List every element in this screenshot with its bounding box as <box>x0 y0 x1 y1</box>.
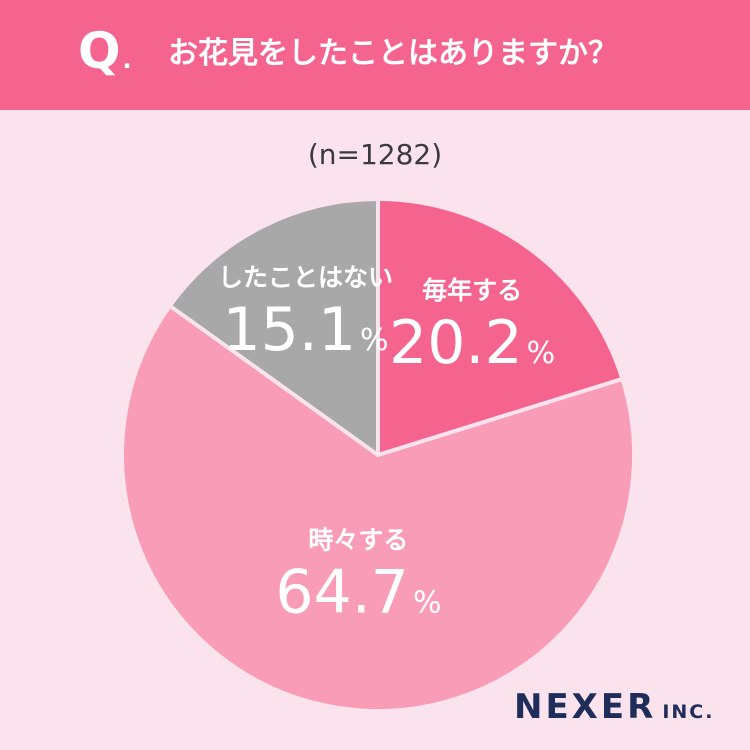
slice-value-unit: % <box>413 585 442 620</box>
slice-value-unit: % <box>527 336 556 371</box>
logo-suffix: INC. <box>662 701 715 723</box>
pie-slice-sometimes <box>120 303 636 713</box>
question-header: Q. お花見をしたことはありますか？ <box>0 0 750 110</box>
slice-value-never: 15.1% <box>222 295 388 365</box>
q-letter: Q <box>78 22 121 80</box>
slice-value-number: 20.2 <box>389 308 523 378</box>
slice-value-number: 64.7 <box>275 557 409 627</box>
pie-slice-never <box>167 197 380 457</box>
question-text: お花見をしたことはありますか？ <box>168 36 618 71</box>
slice-value-every-year: 20.2% <box>389 308 555 378</box>
pie-labels: 毎年する 20.2 % 時々する 64.7 % したことはない 15.1% <box>218 263 555 628</box>
slice-value-unit: % <box>360 323 389 358</box>
pie-slice-every-year <box>376 197 625 457</box>
q-dot: . <box>122 46 132 74</box>
slice-label-every-year: 毎年する <box>422 276 522 305</box>
pie-slices <box>120 197 636 713</box>
slice-label-never: したことはない <box>218 263 393 292</box>
company-logo: NEXER INC. <box>514 690 714 724</box>
slice-value-number: 15.1 <box>222 295 356 365</box>
sample-size: (n=1282) <box>307 138 443 171</box>
logo-name: NEXER <box>514 687 657 727</box>
slice-value-sometimes: 64.7% <box>275 557 441 627</box>
slice-label-sometimes: 時々する <box>308 525 408 554</box>
q-mark: Q. <box>78 26 132 76</box>
